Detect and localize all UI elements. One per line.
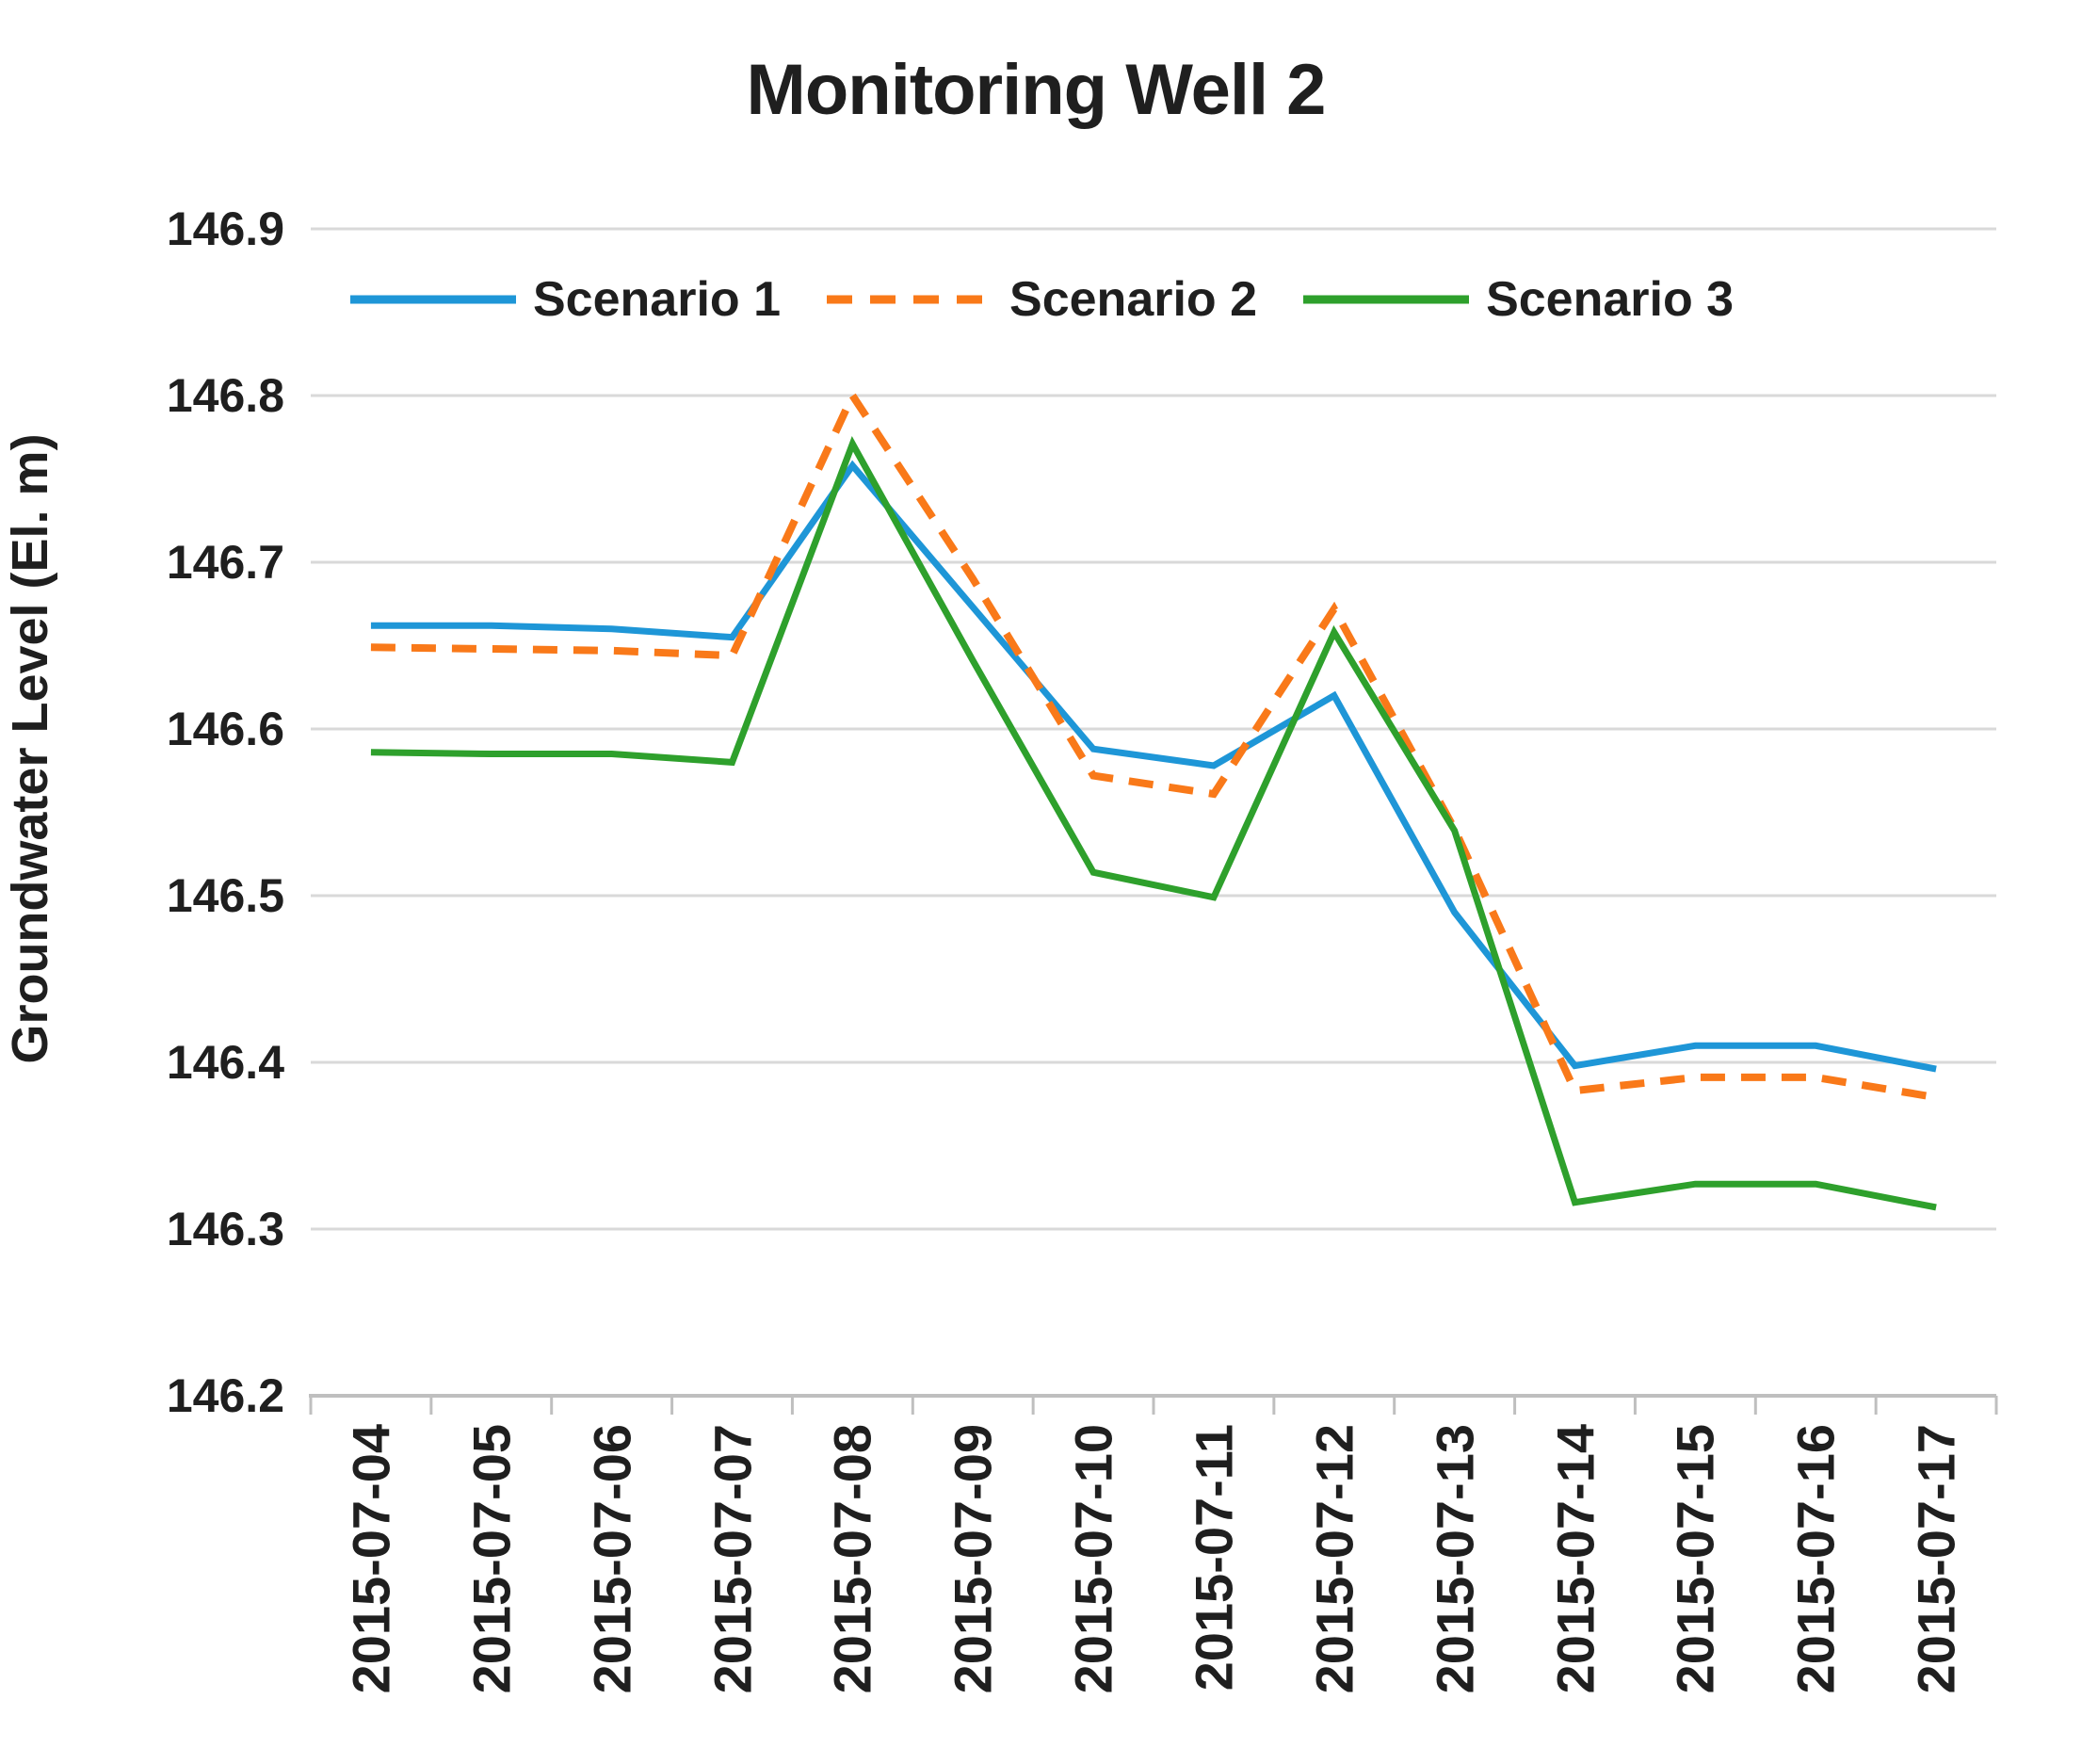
x-tick-label: 2015-07-10 bbox=[1063, 1424, 1123, 1694]
y-tick-label: 146.5 bbox=[166, 869, 284, 922]
series-line-scenario-2 bbox=[370, 387, 1937, 1102]
x-tick-label: 2015-07-12 bbox=[1304, 1424, 1364, 1694]
x-tick-label: 2015-07-08 bbox=[822, 1424, 882, 1694]
x-tick-label: 2015-07-04 bbox=[341, 1424, 401, 1694]
y-tick-label: 146.9 bbox=[166, 202, 284, 255]
y-tick-label: 146.6 bbox=[166, 703, 284, 755]
x-tick-label: 2015-07-05 bbox=[461, 1424, 522, 1694]
x-tick-label: 2015-07-14 bbox=[1545, 1424, 1605, 1694]
y-tick-label: 146.2 bbox=[166, 1369, 284, 1422]
y-tick-label: 146.4 bbox=[166, 1036, 284, 1089]
legend-item-scenario-2: Scenario 2 bbox=[827, 271, 1257, 328]
x-tick-label: 2015-07-06 bbox=[582, 1424, 642, 1694]
legend-item-scenario-3: Scenario 3 bbox=[1303, 271, 1734, 328]
series-line-scenario-3 bbox=[370, 436, 1937, 1211]
y-tick-label: 146.7 bbox=[166, 536, 284, 589]
legend: Scenario 1 Scenario 2 Scenario 3 bbox=[350, 269, 1734, 330]
x-tick-label: 2015-07-17 bbox=[1906, 1424, 1966, 1694]
x-tick-label: 2015-07-16 bbox=[1785, 1424, 1846, 1694]
legend-item-scenario-1: Scenario 1 bbox=[350, 271, 781, 328]
y-tick-label: 146.8 bbox=[166, 369, 284, 422]
series-line-scenario-1 bbox=[370, 460, 1937, 1073]
x-tick-label: 2015-07-13 bbox=[1425, 1424, 1485, 1694]
legend-label-scenario-3: Scenario 3 bbox=[1486, 272, 1735, 327]
legend-label-scenario-1: Scenario 1 bbox=[533, 272, 782, 327]
x-tick-label: 2015-07-11 bbox=[1184, 1424, 1244, 1691]
chart-title: Monitoring Well 2 bbox=[746, 50, 1327, 130]
legend-marker-icon-scenario-2 bbox=[827, 295, 993, 304]
x-tick-label: 2015-07-09 bbox=[943, 1424, 1003, 1694]
legend-marker-icon-scenario-1 bbox=[350, 295, 516, 304]
legend-label-scenario-2: Scenario 2 bbox=[1009, 272, 1258, 327]
x-tick-label: 2015-07-15 bbox=[1665, 1424, 1725, 1694]
y-tick-label: 146.3 bbox=[166, 1203, 284, 1255]
x-tick-label: 2015-07-07 bbox=[702, 1424, 762, 1694]
legend-marker-icon-scenario-3 bbox=[1303, 295, 1470, 304]
